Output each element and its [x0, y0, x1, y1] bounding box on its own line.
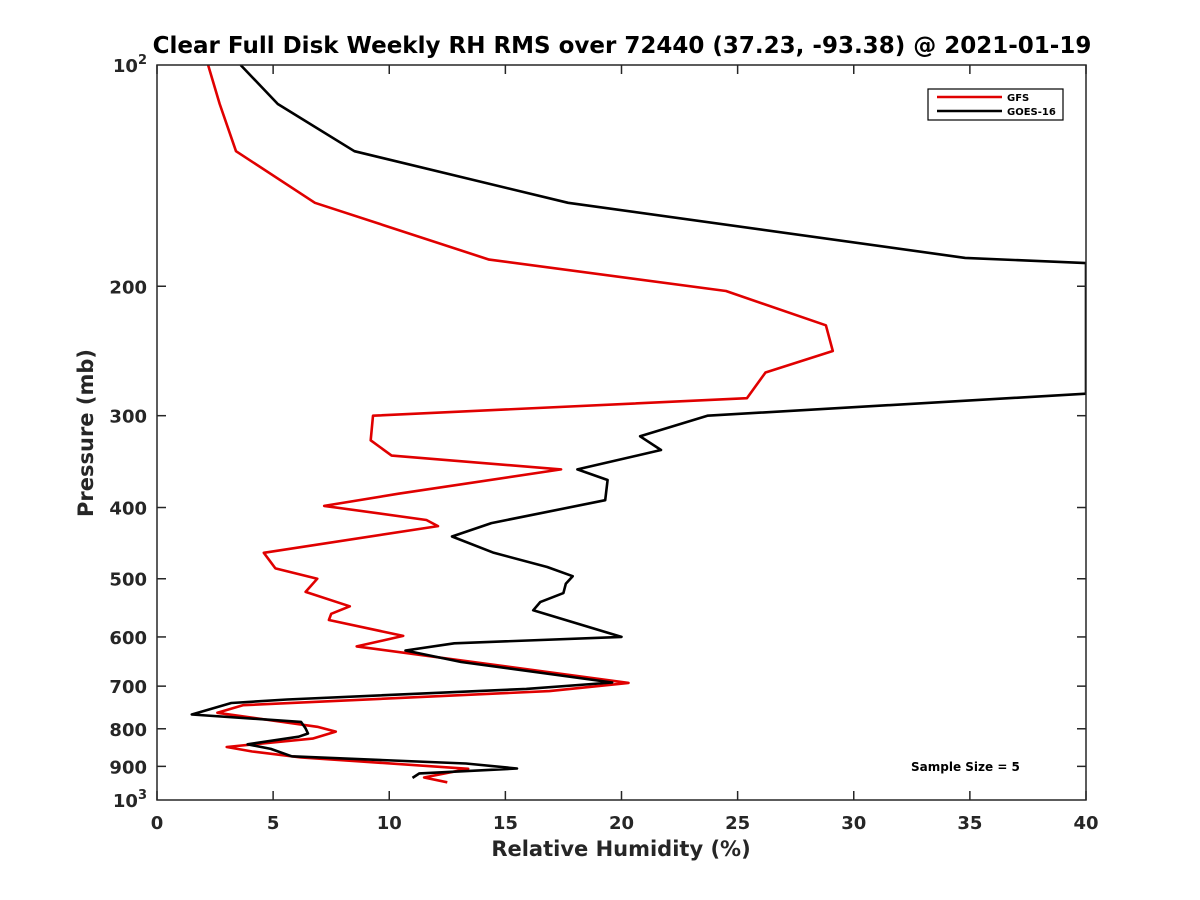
legend-box [927, 88, 1064, 121]
series-line-gfs [206, 65, 835, 784]
y-tick-label: 300 [109, 407, 147, 428]
y-tick-label: 400 [109, 499, 147, 520]
series-line-goes16 [190, 65, 1086, 779]
y-tick-label: 200 [109, 277, 147, 298]
x-tick-label: 15 [493, 813, 518, 834]
x-tick-label: 20 [609, 813, 634, 834]
legend: GFS GOES-16 [927, 88, 1064, 121]
x-tick-label: 35 [957, 813, 982, 834]
axes-box [156, 64, 1087, 801]
x-axis-label: Relative Humidity (%) [491, 837, 750, 861]
y-tick-label-power: 103 [113, 788, 147, 812]
x-tick-label: 5 [267, 813, 280, 834]
x-axis-ticks: 0 5 10 15 20 25 30 35 40 [151, 65, 1099, 834]
y-tick-label: 800 [109, 720, 147, 741]
y-tick-label: 700 [109, 677, 147, 698]
plot-area [190, 65, 1086, 784]
legend-label-goes16: GOES-16 [1007, 107, 1056, 118]
chart-title: Clear Full Disk Weekly RH RMS over 72440… [153, 33, 1092, 59]
x-tick-label: 30 [841, 813, 866, 834]
x-tick-label: 40 [1073, 813, 1098, 834]
x-tick-label: 25 [725, 813, 750, 834]
x-tick-label: 0 [151, 813, 164, 834]
legend-label-gfs: GFS [1007, 93, 1029, 104]
x-tick-label: 10 [377, 813, 402, 834]
y-tick-label: 500 [109, 570, 147, 591]
y-tick-label: 900 [109, 757, 147, 778]
y-tick-label: 600 [109, 628, 147, 649]
sample-size-annotation: Sample Size = 5 [911, 760, 1020, 774]
y-tick-label-power: 102 [113, 53, 147, 77]
y-axis-ticks: 200 300 400 500 600 700 800 900 102 103 [109, 53, 1086, 812]
y-axis-label: Pressure (mb) [74, 349, 98, 517]
